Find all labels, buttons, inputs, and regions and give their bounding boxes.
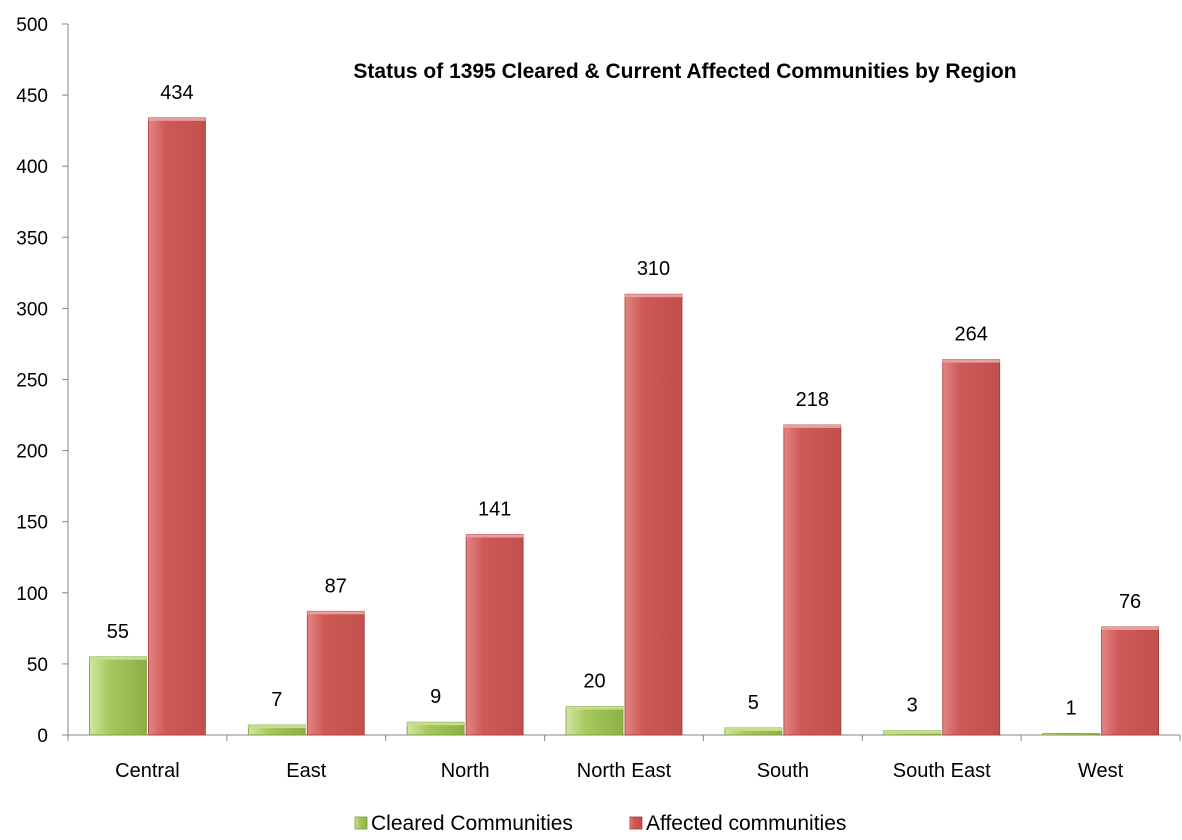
bar-affected (624, 293, 683, 736)
bar-top-bevel (89, 656, 147, 660)
data-label: 3 (907, 695, 918, 717)
data-label: 7 (271, 689, 282, 711)
category-label: North East (577, 760, 672, 782)
bar-top-bevel (566, 706, 623, 710)
bar-top-bevel (783, 425, 841, 429)
bar-affected (783, 424, 842, 736)
bar-cleared (89, 656, 147, 736)
category-label: West (1078, 760, 1124, 782)
y-tick-label: 450 (16, 86, 48, 107)
y-tick-label: 250 (16, 371, 48, 392)
bar-cleared (565, 706, 624, 736)
bar-affected (306, 610, 365, 736)
data-label: 310 (637, 258, 670, 280)
bar-top-bevel (248, 725, 306, 729)
category-label: Central (115, 760, 179, 782)
category-label: East (286, 760, 326, 782)
y-tick-label: 300 (16, 299, 48, 320)
bar-top-bevel (724, 727, 782, 731)
bar-affected (148, 117, 206, 736)
data-label: 218 (796, 389, 829, 411)
data-label: 76 (1119, 591, 1141, 613)
data-label: 9 (430, 686, 441, 708)
bar-top-bevel (942, 359, 1000, 363)
bar-top-bevel (883, 730, 941, 734)
bar-top-bevel (1101, 626, 1159, 630)
data-label: 55 (107, 621, 129, 643)
data-label: 1 (1066, 698, 1077, 720)
data-label: 141 (478, 498, 511, 520)
data-label: 264 (955, 324, 988, 346)
legend-label: Cleared Communities (371, 812, 573, 835)
bar-top-bevel (625, 294, 682, 298)
data-label: 20 (583, 671, 605, 693)
data-label: 87 (325, 575, 347, 597)
y-tick-label: 400 (16, 157, 48, 178)
y-tick-label: 150 (16, 513, 48, 534)
y-tick-label: 500 (16, 15, 48, 36)
legend-swatch (354, 816, 368, 830)
y-tick-label: 50 (27, 655, 48, 676)
data-label: 5 (748, 692, 759, 714)
bar-top-bevel (407, 722, 465, 726)
bar-affected (465, 534, 524, 736)
legend-swatch (629, 816, 643, 830)
category-label: South (757, 760, 809, 782)
bar-cleared (1042, 733, 1100, 736)
category-label: North (441, 760, 490, 782)
legend: Cleared Communities Affected communities (354, 812, 846, 835)
category-label: South East (893, 760, 991, 782)
bar-top-bevel (466, 534, 524, 538)
bar-affected (942, 359, 1001, 736)
labels: Central 55 434 East 7 87 North 9 141 North East 20… (107, 82, 1141, 782)
axes: 0 50 100 150 200 250 300 350 400 450 500 (16, 15, 1181, 747)
legend-label: Affected communities (646, 812, 846, 835)
bar-top-bevel (148, 117, 206, 121)
y-tick-label: 350 (16, 228, 48, 249)
bar-affected (1101, 626, 1159, 736)
y-tick-label: 200 (16, 442, 48, 463)
y-tick-label: 0 (37, 726, 48, 747)
bars (89, 117, 1159, 736)
y-tick-label: 100 (16, 584, 48, 605)
bar-top-bevel (307, 611, 365, 615)
chart-title: Status of 1395 Cleared & Current Affecte… (353, 60, 1016, 83)
data-label: 434 (160, 82, 193, 104)
